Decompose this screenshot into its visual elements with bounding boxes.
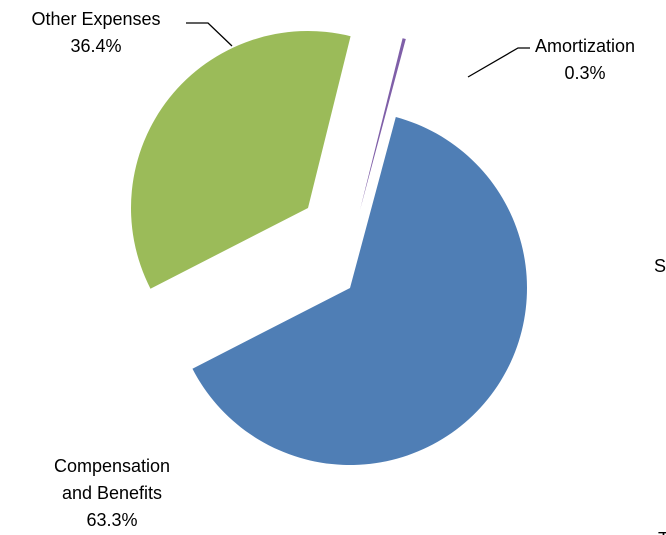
pie-slices — [130, 31, 527, 465]
category-label-compensation-and-benefits: and Benefits — [62, 483, 162, 503]
cut-off-label-right: S — [654, 256, 666, 276]
category-label-compensation-and-benefits: Compensation — [54, 456, 170, 476]
category-label-amortization: Amortization — [535, 36, 635, 56]
value-label-other-expenses: 36.4% — [70, 36, 121, 56]
leader-lines — [186, 22, 530, 78]
leader-line-other-expenses — [186, 22, 233, 47]
slice-labels: Compensation and Benefits 63.3% Other Expen… — [31, 9, 635, 530]
pie-slice-compensation-and-benefits — [192, 117, 527, 465]
pie-slice-other-expenses — [130, 31, 351, 289]
cut-off-label-bottom: T — [658, 529, 666, 535]
value-label-compensation-and-benefits: 63.3% — [86, 510, 137, 530]
leader-line-amortization — [467, 47, 530, 78]
value-label-amortization: 0.3% — [564, 63, 605, 83]
category-label-other-expenses: Other Expenses — [31, 9, 160, 29]
pie-slice-amortization — [360, 38, 406, 211]
